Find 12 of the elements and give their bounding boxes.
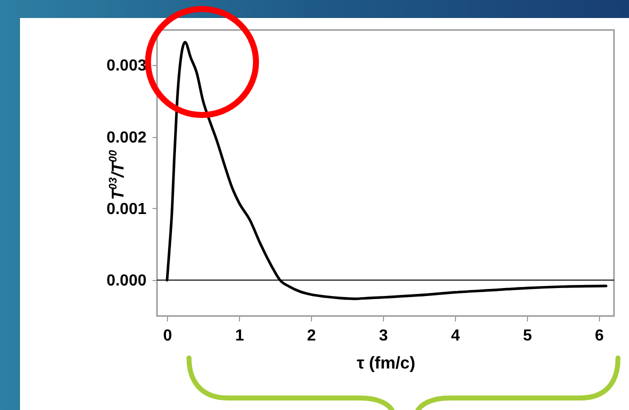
x-axis-title: τ (fm/c)	[356, 354, 416, 372]
y-tick-label: 0.001	[106, 200, 147, 218]
y-tick-label: 0.002	[106, 129, 147, 146]
x-tick-label: 5	[522, 328, 532, 344]
x-tick-label: 1	[235, 328, 244, 344]
y-tick-label: 0.000	[106, 272, 147, 290]
x-tick-label: 6	[594, 328, 604, 344]
x-tick-label: 4	[450, 328, 460, 344]
x-tick-label: 3	[379, 328, 388, 344]
x-tick-label: 2	[307, 328, 316, 344]
y-tick-label: 0.003	[106, 58, 147, 75]
x-tick-label: 0	[163, 328, 172, 344]
